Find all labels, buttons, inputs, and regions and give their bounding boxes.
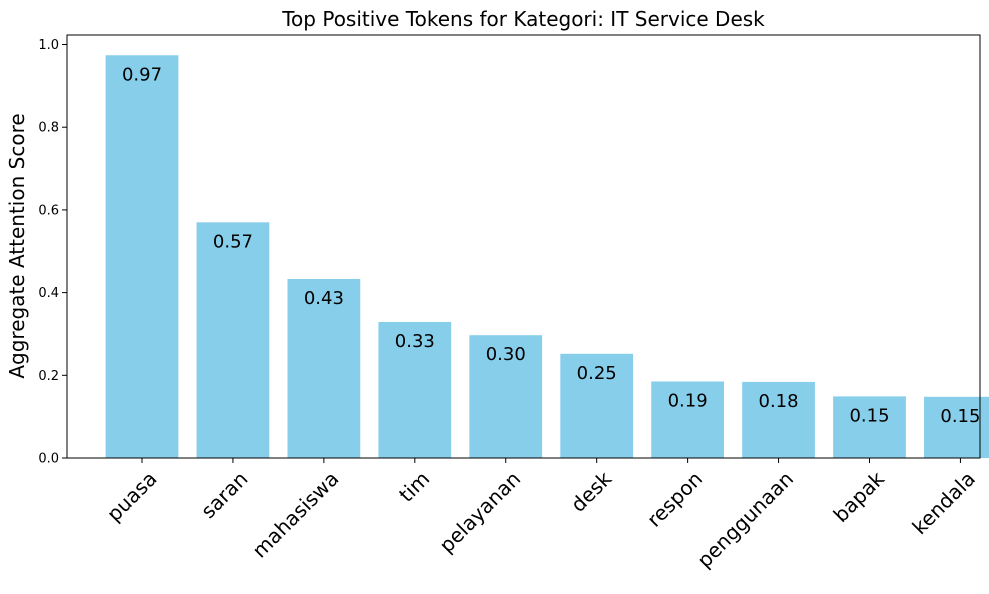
y-tick-label: 0.4 — [38, 286, 59, 301]
bar-value-label: 0.25 — [577, 363, 617, 384]
bar-puasa — [105, 55, 179, 459]
y-tick-label: 1.0 — [38, 38, 59, 53]
bar-value-label: 0.15 — [849, 405, 889, 426]
bar-value-label: 0.57 — [213, 231, 253, 252]
y-tick-label: 0.2 — [38, 369, 59, 384]
y-tick-label: 0.0 — [38, 452, 59, 467]
bar-respon — [651, 381, 724, 458]
bar-value-label: 0.19 — [668, 391, 708, 412]
bar-saran — [196, 222, 270, 458]
bar-kendala — [924, 396, 989, 458]
y-tick-label: 0.6 — [38, 203, 59, 218]
bar-mahasiswa — [287, 278, 361, 458]
plot-frame — [66, 34, 981, 459]
chart-title: Top Positive Tokens for Kategori: IT Ser… — [281, 7, 765, 31]
plot-area: 0.97puasa0.57saran0.43mahasiswa0.33tim0.… — [38, 34, 989, 572]
bar-value-label: 0.15 — [940, 406, 980, 427]
bar-value-label: 0.33 — [395, 331, 435, 352]
y-tick-label: 0.8 — [38, 121, 59, 136]
bar-desk — [560, 353, 634, 458]
y-axis-label: Aggregate Attention Score — [5, 113, 29, 378]
bar-bapak — [833, 396, 906, 458]
bar-penggunaan — [742, 381, 815, 458]
bar-value-label: 0.30 — [486, 344, 526, 365]
bar-value-label: 0.43 — [304, 288, 344, 309]
bar-pelayanan — [469, 335, 543, 458]
bar-value-label: 0.97 — [122, 64, 162, 85]
bar-value-label: 0.18 — [759, 391, 799, 412]
bar-tim — [378, 321, 452, 458]
